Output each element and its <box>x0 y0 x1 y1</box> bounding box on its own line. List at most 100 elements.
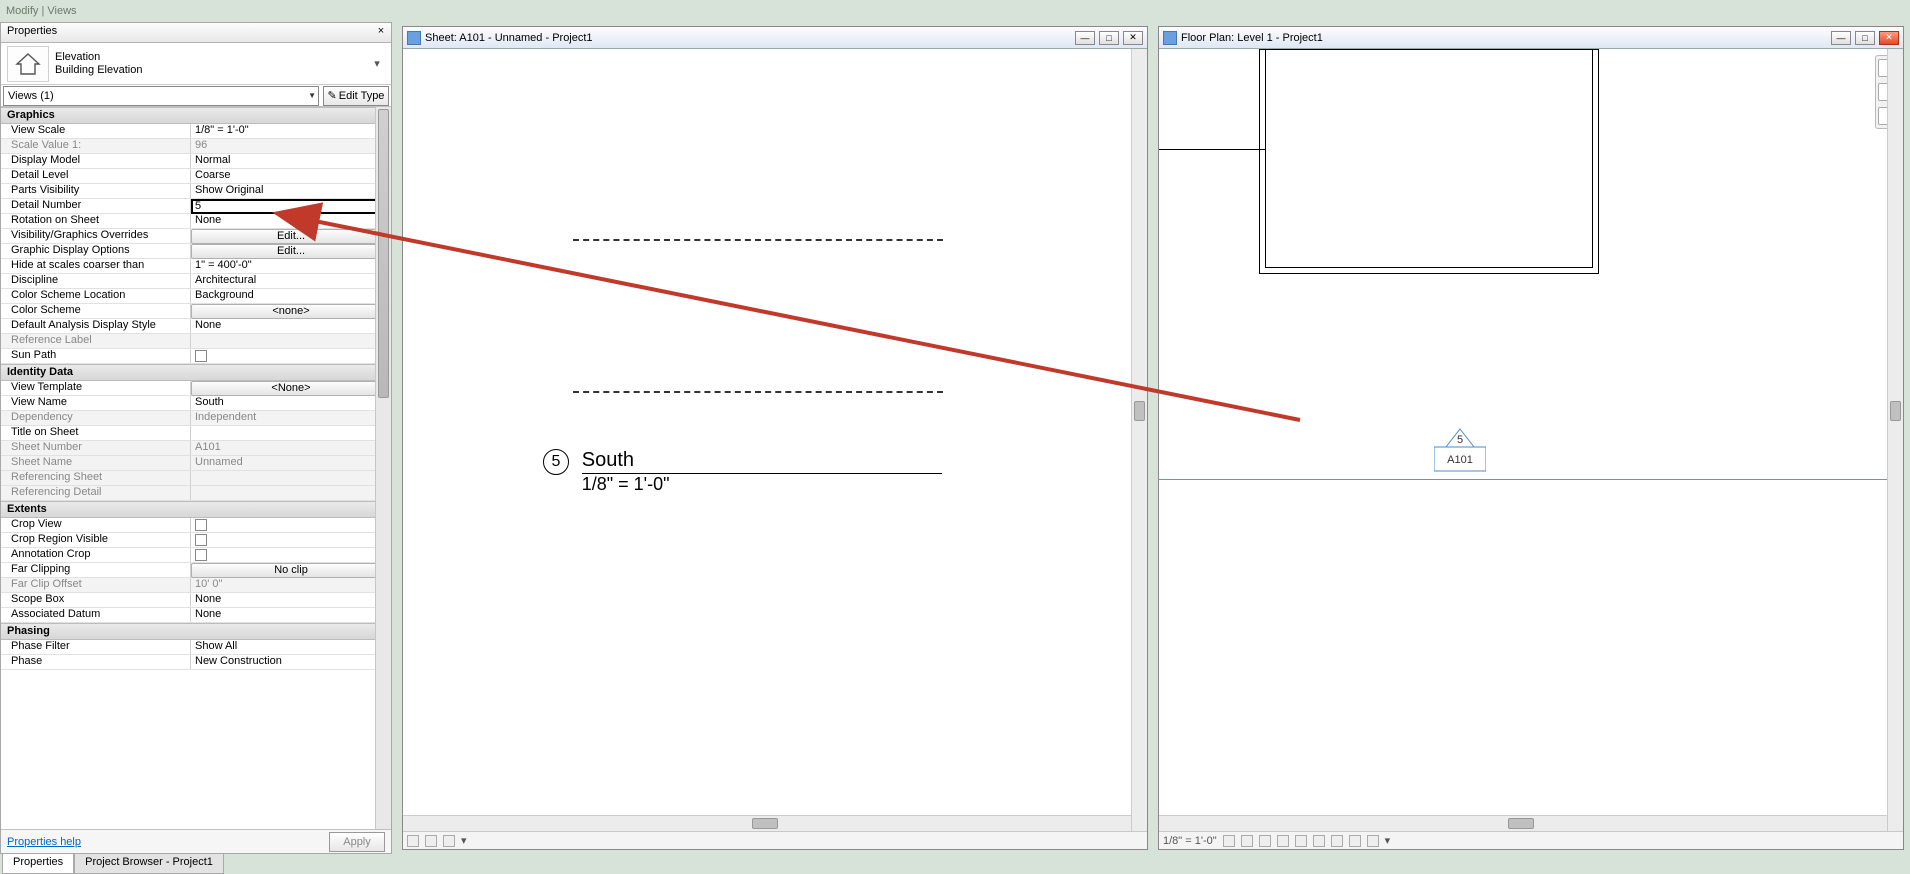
row-hide-scales[interactable]: Hide at scales coarser than1" = 400'-0" <box>1 259 391 274</box>
view-title: 5 South 1/8" = 1'-0" <box>543 449 942 495</box>
scrollbar-thumb[interactable] <box>378 109 389 398</box>
chevron-down-icon[interactable]: ▾ <box>1385 834 1391 847</box>
sheet-view-titlebar[interactable]: Sheet: A101 - Unnamed - Project1 — □ ✕ <box>403 27 1147 49</box>
row-view-scale[interactable]: View Scale1/8" = 1'-0" <box>1 124 391 139</box>
scrollbar-horizontal[interactable] <box>403 815 1131 831</box>
close-icon[interactable]: × <box>374 25 388 39</box>
scrollbar-vertical[interactable] <box>375 107 391 829</box>
apply-button[interactable]: Apply <box>329 832 385 852</box>
color-scheme-button[interactable]: <none> <box>191 304 391 319</box>
status-icon[interactable] <box>1223 835 1235 847</box>
row-title-on-sheet[interactable]: Title on Sheet <box>1 426 391 441</box>
property-grid[interactable]: Graphics⋏ View Scale1/8" = 1'-0" Scale V… <box>1 107 391 829</box>
chevron-down-icon[interactable]: ▾ <box>369 57 385 70</box>
edit-type-button[interactable]: ✎ Edit Type <box>323 86 389 106</box>
row-dependency: DependencyIndependent <box>1 411 391 426</box>
row-scope-box[interactable]: Scope BoxNone <box>1 593 391 608</box>
status-icon[interactable] <box>1349 835 1361 847</box>
row-view-template[interactable]: View Template<None> <box>1 381 391 396</box>
row-color-scheme[interactable]: Color Scheme<none> <box>1 304 391 319</box>
row-scale-value: Scale Value 1:96 <box>1 139 391 154</box>
far-clip-button[interactable]: No clip <box>191 563 391 578</box>
status-icon[interactable] <box>1241 835 1253 847</box>
row-far-clip[interactable]: Far ClippingNo clip <box>1 563 391 578</box>
sheet-canvas[interactable]: 5 South 1/8" = 1'-0" <box>403 49 1147 831</box>
instance-filter-combo[interactable]: Views (1) ▼ <box>3 86 319 106</box>
plan-view-titlebar[interactable]: Floor Plan: Level 1 - Project1 — □ ✕ <box>1159 27 1903 49</box>
properties-help-link[interactable]: Properties help <box>7 836 81 848</box>
close-button[interactable]: ✕ <box>1123 31 1143 45</box>
row-discipline[interactable]: DisciplineArchitectural <box>1 274 391 289</box>
row-detail-level[interactable]: Detail LevelCoarse <box>1 169 391 184</box>
scrollbar-thumb[interactable] <box>1508 818 1534 829</box>
chevron-down-icon[interactable]: ▾ <box>461 834 467 847</box>
status-icon[interactable] <box>1295 835 1307 847</box>
close-button[interactable]: ✕ <box>1879 31 1899 45</box>
status-icon[interactable] <box>407 835 419 847</box>
status-icon[interactable] <box>1277 835 1289 847</box>
view-template-button[interactable]: <None> <box>191 381 391 396</box>
row-phase-filter[interactable]: Phase FilterShow All <box>1 640 391 655</box>
level-line <box>573 391 943 393</box>
row-rotation[interactable]: Rotation on SheetNone <box>1 214 391 229</box>
row-phase[interactable]: PhaseNew Construction <box>1 655 391 670</box>
elevation-tag[interactable]: 5 A101 <box>1434 427 1486 485</box>
plan-canvas[interactable]: 5 A101 <box>1159 49 1903 831</box>
edit-button[interactable]: Edit... <box>191 244 391 259</box>
row-gdo[interactable]: Graphic Display OptionsEdit... <box>1 244 391 259</box>
checkbox[interactable] <box>195 519 207 531</box>
section-identity[interactable]: Identity Data⋏ <box>1 364 391 381</box>
maximize-button[interactable]: □ <box>1855 31 1875 45</box>
status-icon[interactable] <box>1331 835 1343 847</box>
chevron-down-icon: ▼ <box>308 91 316 100</box>
status-icon[interactable] <box>1259 835 1271 847</box>
scrollbar-vertical[interactable] <box>1131 49 1147 831</box>
minimize-button[interactable]: — <box>1831 31 1851 45</box>
row-sun-path[interactable]: Sun Path <box>1 349 391 364</box>
view-title-number: 5 <box>543 449 569 475</box>
scrollbar-thumb[interactable] <box>1890 401 1901 421</box>
section-phasing[interactable]: Phasing⋏ <box>1 623 391 640</box>
edit-button[interactable]: Edit... <box>191 229 391 244</box>
row-parts-visibility[interactable]: Parts VisibilityShow Original <box>1 184 391 199</box>
row-vg-overrides[interactable]: Visibility/Graphics OverridesEdit... <box>1 229 391 244</box>
checkbox[interactable] <box>195 534 207 546</box>
section-graphics[interactable]: Graphics⋏ <box>1 107 391 124</box>
scrollbar-horizontal[interactable] <box>1159 815 1887 831</box>
status-icon[interactable] <box>1367 835 1379 847</box>
scrollbar-thumb[interactable] <box>1134 401 1145 421</box>
level-line <box>573 239 943 241</box>
row-dads[interactable]: Default Analysis Display StyleNone <box>1 319 391 334</box>
maximize-button[interactable]: □ <box>1099 31 1119 45</box>
row-assoc-datum[interactable]: Associated DatumNone <box>1 608 391 623</box>
row-detail-number[interactable]: Detail Number5 <box>1 199 391 214</box>
checkbox[interactable] <box>195 350 207 362</box>
section-extents[interactable]: Extents⋏ <box>1 501 391 518</box>
properties-panel: Properties × Elevation Building Elevatio… <box>0 22 392 854</box>
tab-project-browser[interactable]: Project Browser - Project1 <box>74 854 224 874</box>
status-icon[interactable] <box>1313 835 1325 847</box>
elevation-line <box>1159 479 1903 480</box>
row-display-model[interactable]: Display ModelNormal <box>1 154 391 169</box>
plan-view-status: 1/8" = 1'-0" ▾ <box>1159 831 1903 849</box>
elevation-icon <box>7 46 49 82</box>
properties-titlebar[interactable]: Properties × <box>1 23 391 43</box>
status-icon[interactable] <box>425 835 437 847</box>
row-csl[interactable]: Color Scheme LocationBackground <box>1 289 391 304</box>
row-view-name[interactable]: View NameSouth <box>1 396 391 411</box>
row-sheet-number: Sheet NumberA101 <box>1 441 391 456</box>
scale-label[interactable]: 1/8" = 1'-0" <box>1163 835 1217 847</box>
row-anno-crop[interactable]: Annotation Crop <box>1 548 391 563</box>
type-selector[interactable]: Elevation Building Elevation ▾ <box>1 43 391 85</box>
checkbox[interactable] <box>195 549 207 561</box>
scrollbar-vertical[interactable] <box>1887 49 1903 831</box>
row-crop-region[interactable]: Crop Region Visible <box>1 533 391 548</box>
scrollbar-thumb[interactable] <box>752 818 778 829</box>
sheet-view-status: ▾ <box>403 831 1147 849</box>
edit-type-icon: ✎ <box>328 89 337 102</box>
minimize-button[interactable]: — <box>1075 31 1095 45</box>
status-icon[interactable] <box>443 835 455 847</box>
tab-properties[interactable]: Properties <box>2 854 74 874</box>
row-crop-view[interactable]: Crop View <box>1 518 391 533</box>
row-ref-sheet: Referencing Sheet <box>1 471 391 486</box>
